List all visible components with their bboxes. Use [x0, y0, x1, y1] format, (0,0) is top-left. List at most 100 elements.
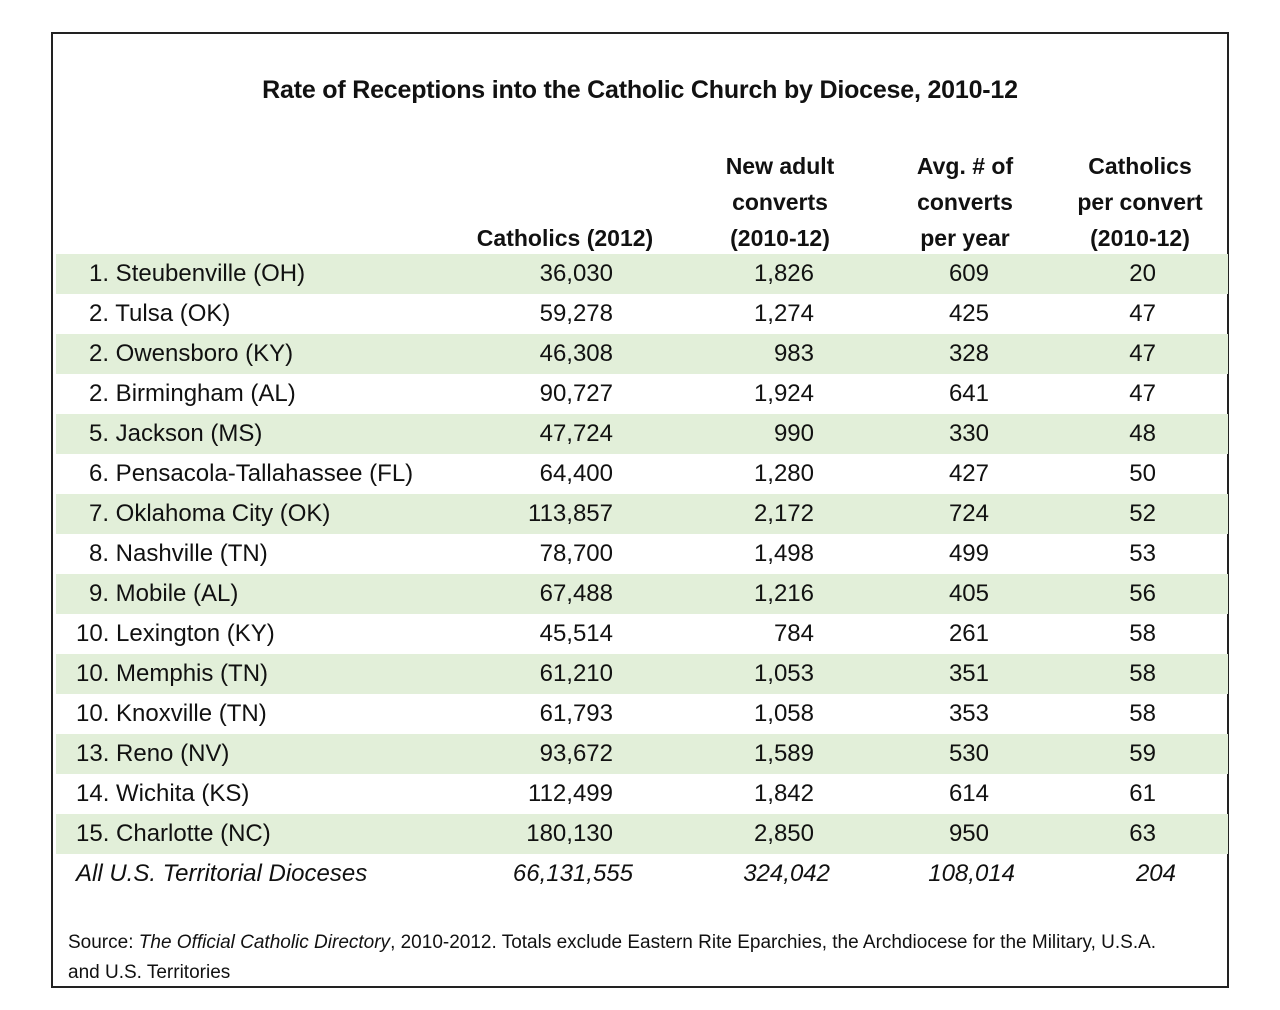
diocese-name: 6. Pensacola-Tallahassee (FL) — [89, 460, 414, 487]
cell-converts: 1,280 — [753, 460, 814, 487]
cell-per: 50 — [1129, 460, 1156, 487]
table-row: 6. Pensacola-Tallahassee (FL) 64,400 1,280… — [56, 454, 1228, 494]
cell-per: 204 — [1135, 860, 1176, 887]
diocese-name: 10. Knoxville (TN) — [76, 700, 267, 727]
cell-catholics: 78,700 — [539, 540, 613, 567]
header-converts-line: (2010-12) — [730, 225, 830, 251]
header-catholics: Catholics (2012) — [455, 220, 675, 256]
cell-avg: 641 — [948, 380, 989, 407]
table-title: Rate of Receptions into the Catholic Chu… — [262, 76, 1018, 104]
cell-per: 58 — [1129, 620, 1156, 647]
cell-per: 61 — [1129, 780, 1156, 807]
cell-catholics: 93,672 — [539, 740, 613, 767]
cell-converts: 1,058 — [753, 700, 814, 727]
diocese-name: 2. Tulsa (OK) — [89, 300, 231, 327]
cell-catholics: 64,400 — [539, 460, 613, 487]
source-prefix: Source: — [68, 932, 139, 953]
table-row: 8. Nashville (TN) 78,700 1,498 499 53 — [56, 534, 1228, 574]
cell-per: 20 — [1129, 260, 1156, 287]
header-catholics-line: Catholics (2012) — [476, 225, 654, 251]
cell-catholics: 46,308 — [539, 340, 613, 367]
cell-per: 48 — [1129, 420, 1156, 447]
table-row: 1. Steubenville (OH) 36,030 1,826 609 20 — [56, 254, 1228, 294]
cell-converts: 990 — [773, 420, 814, 447]
table-row: 13. Reno (NV) 93,672 1,589 530 59 — [56, 734, 1228, 774]
diocese-name: 10. Memphis (TN) — [76, 660, 269, 687]
header-avg-line: Avg. # of — [916, 153, 1014, 179]
cell-converts: 1,053 — [753, 660, 814, 687]
header-per-convert-line: per convert — [1077, 189, 1203, 215]
cell-catholics: 90,727 — [539, 380, 613, 407]
header-avg-line: converts — [917, 189, 1013, 215]
source-publication: The Official Catholic Directory — [138, 932, 391, 953]
header-avg-line: per year — [920, 225, 1010, 251]
cell-converts: 1,842 — [753, 780, 814, 807]
header-converts: New adult converts (2010-12) — [690, 148, 870, 256]
header-per-convert-line: (2010-12) — [1090, 225, 1190, 251]
table-row: 7. Oklahoma City (OK) 113,857 2,172 724 52 — [56, 494, 1228, 534]
header-converts-line: New adult — [725, 153, 835, 179]
table-row: 15. Charlotte (NC) 180,130 2,850 950 63 — [56, 814, 1228, 854]
cell-per: 58 — [1129, 660, 1156, 687]
diocese-name: 14. Wichita (KS) — [76, 780, 250, 807]
diocese-name: All U.S. Territorial Dioceses — [76, 860, 368, 887]
cell-converts: 1,924 — [753, 380, 814, 407]
cell-avg: 724 — [948, 500, 989, 527]
cell-per: 63 — [1129, 820, 1156, 847]
header-converts-line: converts — [732, 189, 828, 215]
cell-avg: 351 — [948, 660, 989, 687]
table-row: 5. Jackson (MS) 47,724 990 330 48 — [56, 414, 1228, 454]
diocese-name: 2. Birmingham (AL) — [89, 380, 296, 407]
cell-converts: 784 — [773, 620, 814, 647]
cell-per: 58 — [1129, 700, 1156, 727]
cell-avg: 427 — [948, 460, 989, 487]
cell-catholics: 61,210 — [539, 660, 613, 687]
table-row: 10. Knoxville (TN) 61,793 1,058 353 58 — [56, 694, 1228, 734]
cell-converts: 1,216 — [753, 580, 814, 607]
diocese-name: 9. Mobile (AL) — [89, 580, 239, 607]
diocese-name: 13. Reno (NV) — [76, 740, 230, 767]
cell-avg: 614 — [948, 780, 989, 807]
cell-converts: 2,172 — [753, 500, 814, 527]
table-row: 9. Mobile (AL) 67,488 1,216 405 56 — [56, 574, 1228, 614]
cell-converts: 1,274 — [753, 300, 814, 327]
table-row: 10. Memphis (TN) 61,210 1,053 351 58 — [56, 654, 1228, 694]
table-row: 2. Tulsa (OK) 59,278 1,274 425 47 — [56, 294, 1228, 334]
cell-catholics: 66,131,555 — [512, 860, 633, 887]
cell-avg: 330 — [948, 420, 989, 447]
cell-avg: 353 — [948, 700, 989, 727]
cell-catholics: 113,857 — [528, 500, 613, 527]
table-frame — [51, 32, 1229, 988]
cell-per: 47 — [1129, 340, 1156, 367]
diocese-name: 7. Oklahoma City (OK) — [89, 500, 331, 527]
diocese-name: 1. Steubenville (OH) — [89, 260, 306, 287]
cell-avg: 261 — [948, 620, 989, 647]
diocese-name: 15. Charlotte (NC) — [76, 820, 271, 847]
cell-converts: 1,826 — [753, 260, 814, 287]
cell-converts: 983 — [773, 340, 814, 367]
cell-avg: 108,014 — [928, 860, 1015, 887]
total-row: All U.S. Territorial Dioceses 66,131,555 3… — [56, 854, 1228, 894]
cell-catholics: 47,724 — [539, 420, 613, 447]
cell-avg: 530 — [948, 740, 989, 767]
cell-per: 47 — [1129, 300, 1156, 327]
cell-converts: 324,042 — [743, 860, 830, 887]
cell-converts: 1,589 — [753, 740, 814, 767]
cell-per: 47 — [1129, 380, 1156, 407]
cell-avg: 950 — [948, 820, 989, 847]
table-row: 2. Birmingham (AL) 90,727 1,924 641 47 — [56, 374, 1228, 414]
header-per-convert: Catholics per convert (2010-12) — [1055, 148, 1225, 256]
cell-avg: 425 — [948, 300, 989, 327]
header-per-convert-line: Catholics — [1088, 153, 1192, 179]
cell-catholics: 36,030 — [539, 260, 613, 287]
cell-avg: 499 — [948, 540, 989, 567]
table-row: 14. Wichita (KS) 112,499 1,842 614 61 — [56, 774, 1228, 814]
diocese-name: 2. Owensboro (KY) — [89, 340, 294, 367]
cell-catholics: 61,793 — [539, 700, 613, 727]
cell-avg: 405 — [948, 580, 989, 607]
header-avg: Avg. # of converts per year — [885, 148, 1045, 256]
cell-per: 59 — [1129, 740, 1156, 767]
table-row: 10. Lexington (KY) 45,514 784 261 58 — [56, 614, 1228, 654]
diocese-name: 5. Jackson (MS) — [89, 420, 263, 447]
cell-converts: 1,498 — [753, 540, 814, 567]
